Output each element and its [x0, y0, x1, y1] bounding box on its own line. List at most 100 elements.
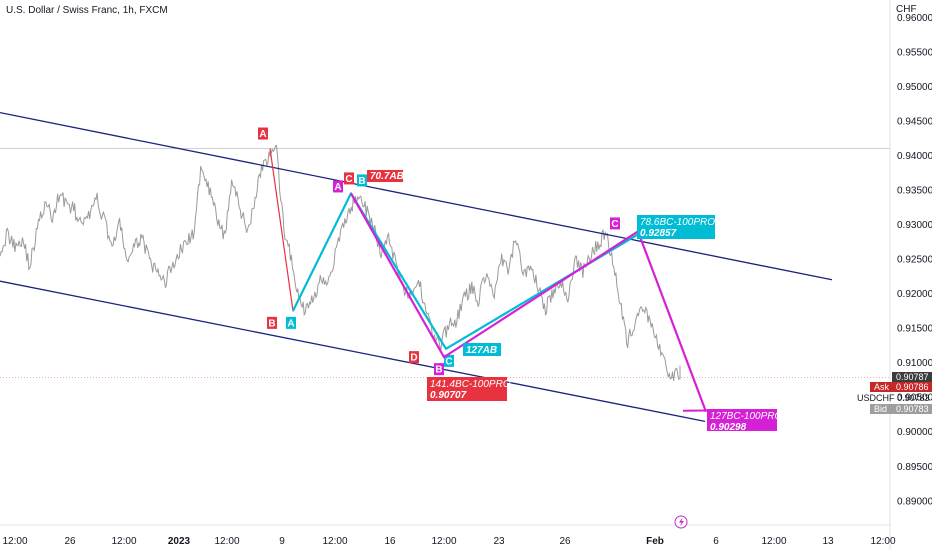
- point-tag-label: A: [259, 129, 266, 140]
- annotation-text: 127AB: [466, 345, 497, 356]
- annotation-value: 0.92857: [640, 228, 677, 239]
- price-label-bg: [892, 404, 932, 414]
- time-axis[interactable]: 12:00 26 12:00 2023 12:00 9 12:00 16 12:00 23 26 Fe…: [2, 536, 895, 547]
- point-tag-label: B: [268, 318, 275, 329]
- annotation-bg: [637, 215, 715, 239]
- y-tick-label: 0.95000: [897, 82, 932, 93]
- magenta-pattern-line: [350, 192, 708, 413]
- price-label-tag-bg: [870, 382, 892, 392]
- y-tick-label: 0.96000: [897, 13, 932, 24]
- y-tick-label: 0.89000: [897, 496, 932, 507]
- y-tick-label: 0.93000: [897, 220, 932, 231]
- y-tick-label: 0.93500: [897, 185, 932, 196]
- price-label-tag: USDCHF: [857, 393, 895, 403]
- point-tag-bg: [434, 363, 444, 376]
- pink-point-c: C: [344, 172, 354, 185]
- plot-background: [0, 0, 890, 550]
- x-tick-label: 23: [493, 536, 505, 547]
- x-tick-label: 12:00: [870, 536, 895, 547]
- lower-channel-line: [0, 280, 706, 423]
- chart-title: U.S. Dollar / Swiss Franc, 1h, FXCM: [6, 5, 168, 16]
- price-label-last: 0.90787: [892, 372, 932, 382]
- price-line: [0, 144, 681, 381]
- point-tag-bg: [357, 174, 367, 187]
- annotation-box: 70.7AB: [367, 170, 404, 182]
- currency-label: CHF: [896, 4, 917, 15]
- point-tag-bg: [344, 172, 354, 185]
- x-tick-label: 16: [384, 536, 396, 547]
- point-tag-label: C: [445, 356, 452, 367]
- price-label-usdchf: USDCHF 0.90783: [857, 393, 930, 403]
- price-label-tag-bg: [870, 404, 892, 414]
- annotation-bg: [367, 170, 403, 182]
- x-tick-label: 6: [713, 536, 719, 547]
- annotation-text: 78.6BC-100PRO: [640, 217, 715, 228]
- point-tag-bg: [286, 316, 296, 329]
- annotation-box: 127AB: [463, 343, 501, 356]
- lightning-icon[interactable]: [674, 515, 688, 529]
- upper-channel-line: [0, 111, 833, 281]
- x-tick-label: 2023: [168, 536, 191, 547]
- annotation-text: 141.4BC-100PRO: [430, 379, 511, 390]
- x-tick-label: 12:00: [431, 536, 456, 547]
- point-tag-label: B: [435, 365, 442, 376]
- price-label-value: 0.90787: [896, 372, 929, 382]
- annotation-value: 0.90707: [430, 390, 467, 401]
- cyan-pattern-line: [292, 192, 644, 350]
- y-tick-label: 0.90500: [897, 393, 932, 404]
- x-tick-label: 12:00: [322, 536, 347, 547]
- x-tick-label: 26: [559, 536, 571, 547]
- pink-point-b: B: [267, 316, 277, 329]
- price-label-tag: Ask: [874, 382, 890, 392]
- x-tick-label: 26: [64, 536, 76, 547]
- point-tag-label: C: [345, 174, 352, 185]
- x-tick-label: 12:00: [2, 536, 27, 547]
- annotation-text: 70.7AB: [370, 171, 404, 182]
- x-tick-label: 12:00: [214, 536, 239, 547]
- point-tag-bg: [333, 180, 343, 193]
- point-tag-bg: [444, 354, 454, 367]
- price-series: [0, 144, 681, 381]
- point-tag-bg: [258, 127, 268, 140]
- cyan-point-c: C: [444, 354, 454, 367]
- annotation-text: 127BC-100PRO: [710, 411, 782, 422]
- y-tick-label: 0.92500: [897, 255, 932, 266]
- magenta-point-c: C: [610, 217, 620, 230]
- cyan-point-b: B: [357, 174, 367, 187]
- price-label-value: 0.90786: [896, 382, 929, 392]
- cyan-point-a: A: [286, 316, 296, 329]
- y-tick-label: 0.95500: [897, 47, 932, 58]
- y-tick-label: 0.94000: [897, 151, 932, 162]
- y-tick-label: 0.91000: [897, 358, 932, 369]
- annotation-bg: [463, 343, 501, 356]
- point-tag-label: D: [410, 353, 417, 364]
- y-tick-label: 0.91500: [897, 324, 932, 335]
- point-tag-bg: [267, 316, 277, 329]
- point-tag-bg: [610, 217, 620, 230]
- y-tick-label: 0.94500: [897, 116, 932, 127]
- x-tick-label: 13: [822, 536, 834, 547]
- point-tag-label: A: [334, 182, 341, 193]
- x-tick-label: 9: [279, 536, 285, 547]
- y-tick-label: 0.89500: [897, 462, 932, 473]
- price-label-bid: Bid 0.90783: [870, 404, 932, 414]
- x-tick-label: 12:00: [111, 536, 136, 547]
- y-tick-label: 0.92000: [897, 289, 932, 300]
- price-axis[interactable]: 0.96000 0.95500 0.95000 0.94500 0.94000 0.935…: [897, 13, 932, 508]
- price-label-bg: [892, 382, 932, 392]
- pink-point-d: D: [409, 351, 419, 364]
- magenta-point-a: A: [333, 180, 343, 193]
- price-label-tag: Bid: [874, 404, 887, 414]
- pink-point-a: A: [258, 127, 268, 140]
- point-tag-label: B: [358, 176, 365, 187]
- annotation-bg: [707, 409, 777, 431]
- annotation-bg: [427, 377, 507, 401]
- price-label-value: 0.90783: [896, 404, 929, 414]
- annotation-value: 0.90298: [710, 422, 747, 433]
- point-tag-bg: [409, 351, 419, 364]
- y-tick-label: 0.90000: [897, 427, 932, 438]
- price-label-bg: [892, 372, 932, 382]
